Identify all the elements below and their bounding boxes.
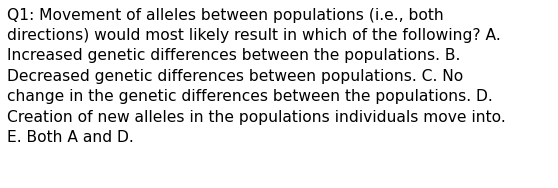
Text: Q1: Movement of alleles between populations (i.e., both
directions) would most l: Q1: Movement of alleles between populati… xyxy=(7,8,506,145)
